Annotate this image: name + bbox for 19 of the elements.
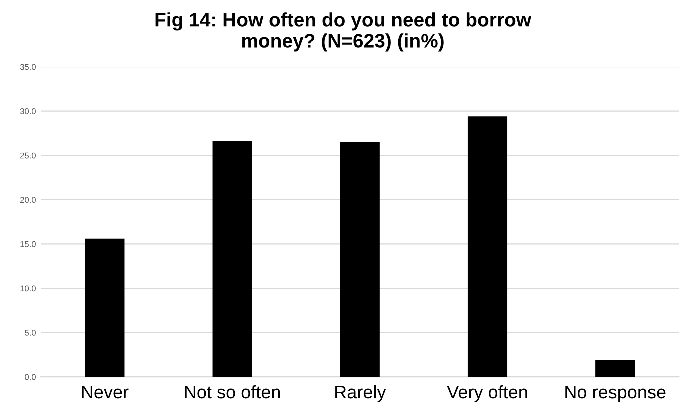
bar [212,141,252,378]
x-tick-label: Rarely [336,385,386,402]
x-tick-label: Never [82,386,129,399]
x-tick-label: Not so often [185,385,280,399]
y-tick-label: 35.0 [20,64,36,70]
x-tick-label: No response [566,386,666,402]
chart-title: Fig 14: How often do you need to borrow money? (N=623) (in%) [156,12,532,52]
y-tick-label: 10.0 [20,286,36,292]
y-tick-label: 15.0 [20,241,36,248]
bar [85,238,125,378]
bar [340,142,380,378]
y-tick-label: 0.0 [25,374,36,380]
y-tick-label: 30.0 [20,108,36,114]
bar [468,116,508,378]
bar [596,360,636,378]
x-tick-label: Very often [447,385,528,402]
y-tick-label: 25.0 [20,152,36,159]
y-tick-label: 5.0 [25,330,36,336]
y-tick-label: 20.0 [20,197,36,204]
